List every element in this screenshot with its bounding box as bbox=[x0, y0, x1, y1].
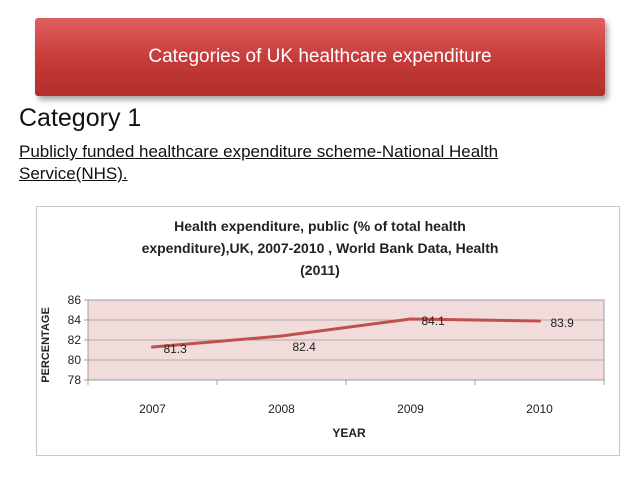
chart-title-line-3: (2011) bbox=[300, 262, 340, 278]
y-tick-label: 78 bbox=[68, 373, 82, 387]
series-line bbox=[151, 317, 541, 349]
category-description-line-1: Publicly funded healthcare expenditure s… bbox=[19, 142, 499, 161]
y-tick-label: 86 bbox=[68, 293, 82, 307]
data-label: 84.1 bbox=[422, 314, 446, 328]
category-description: Publicly funded healthcare expenditure s… bbox=[19, 141, 609, 185]
chart-container: Health expenditure, public (% of total h… bbox=[36, 206, 620, 456]
chart-title-line-2: expenditure),UK, 2007-2010 , World Bank … bbox=[142, 240, 499, 256]
data-label: 82.4 bbox=[293, 340, 317, 354]
category-heading: Category 1 bbox=[19, 104, 142, 132]
title-banner: Categories of UK healthcare expenditure bbox=[35, 18, 605, 96]
data-point bbox=[280, 334, 283, 338]
data-label: 83.9 bbox=[551, 316, 575, 330]
x-tick-label: 2007 bbox=[139, 402, 166, 416]
y-tick-label: 82 bbox=[68, 333, 82, 347]
y-axis-label: PERCENTAGE bbox=[40, 307, 52, 383]
line-chart: Health expenditure, public (% of total h… bbox=[40, 218, 605, 440]
category-description-line-2: Service(NHS). bbox=[19, 164, 128, 183]
data-label: 81.3 bbox=[164, 342, 188, 356]
y-tick-label: 80 bbox=[68, 353, 82, 367]
data-point bbox=[538, 319, 541, 323]
data-point bbox=[151, 345, 154, 349]
data-point bbox=[409, 317, 412, 321]
y-tick-label: 84 bbox=[68, 313, 82, 327]
x-tick-label: 2008 bbox=[268, 402, 295, 416]
x-tick-label: 2009 bbox=[397, 402, 424, 416]
x-axis-label: YEAR bbox=[332, 426, 366, 440]
chart-title-line-1: Health expenditure, public (% of total h… bbox=[174, 218, 466, 234]
slide-title: Categories of UK healthcare expenditure bbox=[148, 46, 492, 67]
x-tick-label: 2010 bbox=[526, 402, 553, 416]
